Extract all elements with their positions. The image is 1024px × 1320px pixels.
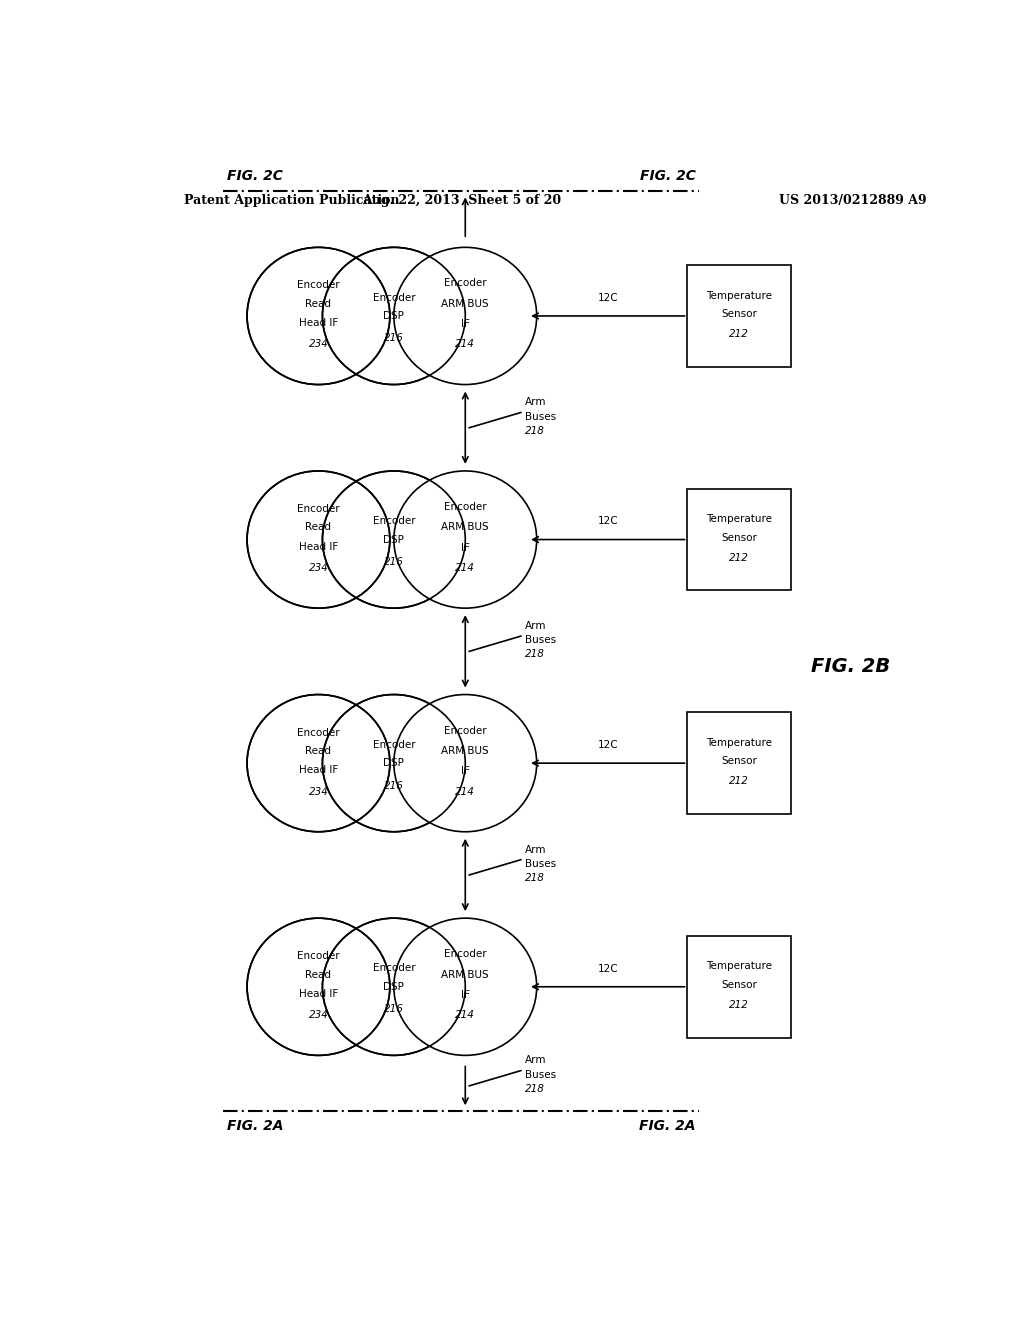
Text: 218: 218	[524, 426, 545, 436]
Text: 234: 234	[308, 564, 329, 573]
Ellipse shape	[394, 247, 537, 384]
Text: Head IF: Head IF	[299, 766, 338, 775]
Text: Aug. 22, 2013  Sheet 5 of 20: Aug. 22, 2013 Sheet 5 of 20	[361, 194, 561, 207]
Text: Arm: Arm	[524, 397, 546, 408]
Text: DSP: DSP	[383, 982, 404, 991]
Ellipse shape	[394, 694, 537, 832]
Text: 214: 214	[456, 339, 475, 350]
Text: Sensor: Sensor	[721, 756, 757, 766]
Text: Arm: Arm	[524, 1056, 546, 1065]
Text: Read: Read	[305, 298, 332, 309]
Ellipse shape	[394, 919, 537, 1056]
Text: Head IF: Head IF	[299, 541, 338, 552]
Text: DSP: DSP	[383, 535, 404, 545]
Text: Encoder: Encoder	[444, 279, 486, 288]
Text: FIG. 2B: FIG. 2B	[811, 657, 890, 676]
Text: IF: IF	[461, 767, 470, 776]
Text: Temperature: Temperature	[707, 290, 772, 301]
Text: ARM BUS: ARM BUS	[441, 523, 489, 532]
Text: Buses: Buses	[524, 412, 556, 421]
Text: 216: 216	[384, 1005, 403, 1014]
Text: Encoder: Encoder	[297, 727, 340, 738]
Text: 212: 212	[729, 776, 749, 787]
Text: Encoder: Encoder	[444, 726, 486, 735]
Text: Temperature: Temperature	[707, 738, 772, 748]
Text: Encoder: Encoder	[373, 741, 415, 750]
Text: 214: 214	[456, 564, 475, 573]
Text: ARM BUS: ARM BUS	[441, 970, 489, 979]
Text: IF: IF	[461, 990, 470, 999]
Text: Sensor: Sensor	[721, 309, 757, 319]
Text: Buses: Buses	[524, 1069, 556, 1080]
Text: FIG. 2A: FIG. 2A	[227, 1119, 284, 1134]
Text: 234: 234	[308, 1010, 329, 1020]
Text: ARM BUS: ARM BUS	[441, 746, 489, 756]
Text: Read: Read	[305, 523, 332, 532]
Text: IF: IF	[461, 543, 470, 553]
Text: Encoder: Encoder	[373, 293, 415, 302]
Text: 234: 234	[308, 787, 329, 796]
Text: Encoder: Encoder	[297, 504, 340, 513]
Text: 216: 216	[384, 780, 403, 791]
Text: 216: 216	[384, 334, 403, 343]
Text: Head IF: Head IF	[299, 318, 338, 329]
Text: Encoder: Encoder	[373, 964, 415, 973]
Text: Encoder: Encoder	[444, 502, 486, 512]
Text: Patent Application Publication: Patent Application Publication	[183, 194, 399, 207]
Text: 12C: 12C	[597, 516, 618, 527]
Text: Arm: Arm	[524, 845, 546, 854]
Text: 234: 234	[308, 339, 329, 350]
Text: Temperature: Temperature	[707, 515, 772, 524]
Text: Sensor: Sensor	[721, 979, 757, 990]
Text: ARM BUS: ARM BUS	[441, 298, 489, 309]
Ellipse shape	[394, 471, 537, 609]
Text: DSP: DSP	[383, 312, 404, 321]
Text: Sensor: Sensor	[721, 532, 757, 543]
Text: 214: 214	[456, 1010, 475, 1020]
Text: IF: IF	[461, 319, 470, 329]
Text: 216: 216	[384, 557, 403, 566]
Text: Temperature: Temperature	[707, 961, 772, 972]
Text: Buses: Buses	[524, 859, 556, 869]
Text: FIG. 2C: FIG. 2C	[640, 169, 695, 183]
Text: Read: Read	[305, 970, 332, 979]
Text: 218: 218	[524, 1084, 545, 1094]
Text: 214: 214	[456, 787, 475, 796]
Text: 12C: 12C	[597, 964, 618, 974]
Text: Read: Read	[305, 746, 332, 756]
Text: 212: 212	[729, 1001, 749, 1010]
Text: Encoder: Encoder	[297, 952, 340, 961]
Text: Head IF: Head IF	[299, 989, 338, 999]
Text: Encoder: Encoder	[444, 949, 486, 960]
Text: Encoder: Encoder	[373, 516, 415, 527]
Text: US 2013/0212889 A9: US 2013/0212889 A9	[778, 194, 927, 207]
Text: FIG. 2A: FIG. 2A	[639, 1119, 695, 1134]
Text: 12C: 12C	[597, 293, 618, 302]
Text: Encoder: Encoder	[297, 280, 340, 290]
Text: 218: 218	[524, 649, 545, 660]
Text: FIG. 2C: FIG. 2C	[227, 169, 283, 183]
Text: DSP: DSP	[383, 758, 404, 768]
Text: Buses: Buses	[524, 635, 556, 645]
Text: 218: 218	[524, 873, 545, 883]
Text: 212: 212	[729, 553, 749, 562]
Text: Arm: Arm	[524, 620, 546, 631]
Text: 12C: 12C	[597, 741, 618, 750]
Text: 212: 212	[729, 329, 749, 339]
